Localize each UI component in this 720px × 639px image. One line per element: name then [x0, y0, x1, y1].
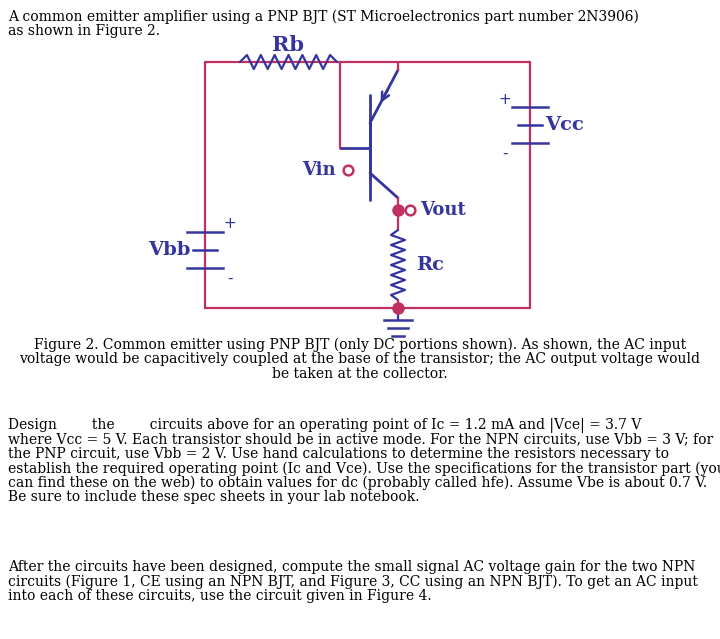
Text: Vbb: Vbb: [148, 241, 190, 259]
Text: circuits (Figure 1, CE using an NPN BJT, and Figure 3, CC using an NPN BJT). To : circuits (Figure 1, CE using an NPN BJT,…: [8, 574, 698, 589]
Text: voltage would be capacitively coupled at the base of the transistor; the AC outp: voltage would be capacitively coupled at…: [19, 353, 701, 367]
Text: Vout: Vout: [420, 201, 466, 219]
Text: Rc: Rc: [416, 256, 444, 274]
Text: Be sure to include these spec sheets in your lab notebook.: Be sure to include these spec sheets in …: [8, 491, 420, 505]
Text: Rb: Rb: [272, 35, 304, 55]
Text: A common emitter amplifier using a PNP BJT (ST Microelectronics part number 2N39: A common emitter amplifier using a PNP B…: [8, 10, 639, 24]
Text: +: +: [224, 217, 236, 231]
Text: +: +: [499, 91, 511, 107]
Text: -: -: [503, 146, 508, 160]
Text: where Vcc = 5 V. Each transistor should be in active mode. For the NPN circuits,: where Vcc = 5 V. Each transistor should …: [8, 433, 714, 447]
Text: Figure 2. Common emitter using PNP BJT (only DC portions shown). As shown, the A: Figure 2. Common emitter using PNP BJT (…: [34, 338, 686, 352]
Text: the PNP circuit, use Vbb = 2 V. Use hand calculations to determine the resistors: the PNP circuit, use Vbb = 2 V. Use hand…: [8, 447, 669, 461]
Text: into each of these circuits, use the circuit given in Figure 4.: into each of these circuits, use the cir…: [8, 589, 431, 603]
Text: Design        the        circuits above for an operating point of Ic = 1.2 mA an: Design the circuits above for an operati…: [8, 418, 642, 433]
Text: establish the required operating point (Ic and Vce). Use the specifications for : establish the required operating point (…: [8, 461, 720, 476]
Text: can find these on the web) to obtain values for dc (probably called hfe). Assume: can find these on the web) to obtain val…: [8, 476, 707, 490]
Text: as shown in Figure 2.: as shown in Figure 2.: [8, 24, 160, 38]
Text: After the circuits have been designed, compute the small signal AC voltage gain : After the circuits have been designed, c…: [8, 560, 696, 574]
Text: -: -: [228, 270, 233, 286]
Text: Vin: Vin: [302, 161, 336, 179]
Text: Vcc: Vcc: [545, 116, 584, 134]
Text: be taken at the collector.: be taken at the collector.: [272, 367, 448, 381]
